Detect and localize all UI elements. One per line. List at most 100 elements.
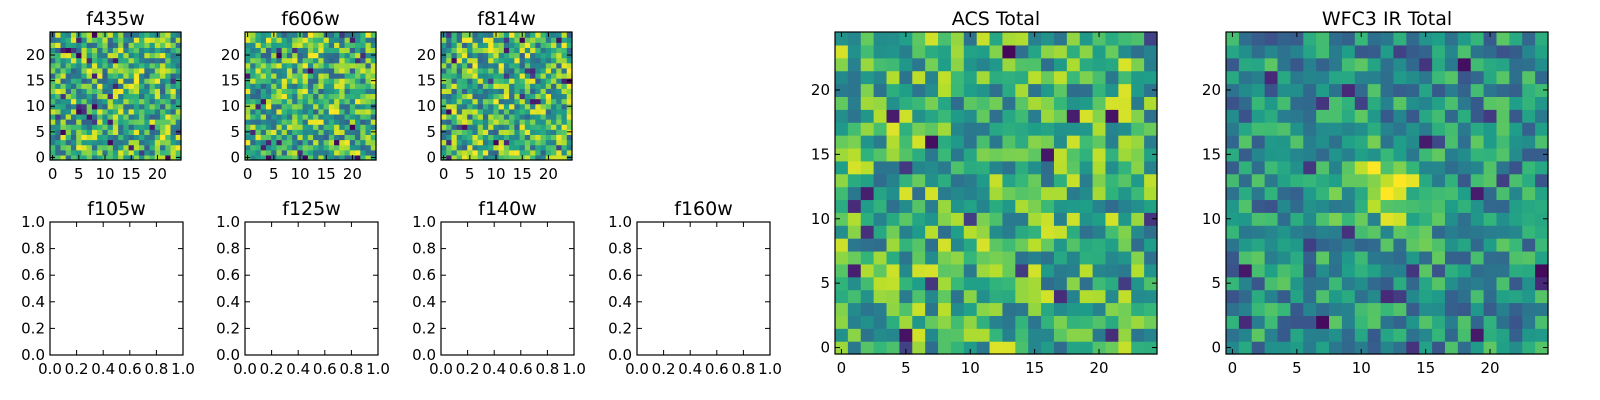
heatmap-cell	[1226, 289, 1240, 304]
heatmap-cell	[1028, 173, 1042, 188]
heatmap-cell	[355, 144, 361, 151]
heatmap-cell	[118, 124, 124, 130]
heatmap-cell	[70, 37, 77, 43]
heatmap-cell	[139, 134, 145, 141]
heatmap-cell	[860, 212, 875, 226]
heatmap-cell	[1367, 289, 1382, 304]
heatmap-cell	[503, 139, 510, 146]
heatmap-cell	[461, 88, 468, 95]
heatmap-cell	[144, 154, 151, 161]
heatmap-cell	[561, 124, 568, 130]
heatmap-cell	[1432, 96, 1446, 110]
heatmap-cell	[265, 154, 272, 161]
heatmap-cell	[292, 139, 298, 146]
heatmap-cell	[1444, 135, 1459, 149]
heatmap-cell	[1522, 147, 1536, 162]
heatmap-cell	[102, 52, 109, 59]
heatmap-cell	[313, 149, 319, 156]
heatmap-cell	[963, 32, 978, 46]
heatmap-cell	[1118, 135, 1132, 149]
heatmap-cell	[245, 119, 251, 125]
heatmap-cell	[551, 144, 557, 151]
heatmap-cell	[1226, 96, 1240, 110]
heatmap-cell	[1496, 315, 1510, 329]
heatmap-cell	[245, 93, 251, 100]
heatmap-cell	[60, 37, 67, 43]
heatmap-cell	[963, 70, 978, 85]
heatmap-cell	[370, 72, 377, 79]
heatmap-cell	[441, 62, 447, 69]
heatmap-cell	[133, 52, 140, 59]
heatmap-cell	[451, 57, 458, 64]
heatmap-cell	[323, 42, 330, 48]
heatmap-cell	[91, 42, 98, 48]
heatmap-cell	[524, 32, 531, 38]
heatmap-cell	[498, 124, 505, 130]
heatmap-cell	[1118, 250, 1132, 265]
heatmap-cell	[276, 57, 283, 64]
heatmap-cell	[1354, 315, 1369, 329]
heatmap-cell	[1406, 238, 1420, 252]
heatmap-cell	[530, 42, 536, 48]
heatmap-cell	[323, 98, 330, 105]
heatmap-cell	[1118, 225, 1132, 239]
heatmap-cell	[461, 98, 468, 105]
heatmap-cell	[328, 113, 335, 120]
heatmap-cell	[1277, 32, 1291, 46]
y-tick-label: 15	[1202, 145, 1221, 163]
heatmap-cell	[1341, 44, 1356, 59]
heatmap-cell	[1066, 212, 1081, 226]
heatmap-cell	[91, 103, 98, 110]
heatmap-cell	[1066, 302, 1081, 316]
panel-title: ACS Total	[952, 8, 1040, 30]
heatmap-cell	[1251, 328, 1266, 342]
heatmap-cell	[97, 37, 103, 43]
heatmap-cell	[566, 108, 573, 115]
heatmap-cell	[365, 52, 372, 59]
heatmap-cell	[556, 139, 563, 146]
heatmap-cell	[514, 78, 521, 84]
heatmap-cell	[556, 57, 563, 64]
heatmap-cell	[65, 57, 72, 64]
heatmap-cell	[1277, 135, 1291, 149]
heatmap-cell	[1041, 32, 1055, 46]
heatmap-cell	[1509, 44, 1523, 59]
heatmap-cell	[976, 147, 991, 162]
heatmap-cell	[472, 98, 479, 105]
heatmap-cell	[76, 72, 83, 79]
heatmap-cell	[1432, 212, 1446, 226]
heatmap-cell	[1522, 315, 1536, 329]
heatmap-cell	[1105, 238, 1119, 252]
heatmap-cell	[123, 83, 130, 89]
heatmap-cell	[535, 139, 542, 146]
heatmap-cell	[1470, 315, 1485, 329]
heatmap-cell	[1002, 96, 1016, 110]
heatmap-cell	[456, 103, 463, 110]
heatmap-cell	[886, 186, 900, 201]
heatmap-cell	[128, 42, 135, 48]
heatmap-cell	[540, 129, 547, 135]
heatmap-cell	[886, 302, 900, 316]
heatmap-cell	[1290, 173, 1304, 188]
heatmap-cell	[873, 147, 888, 162]
heatmap-cell	[976, 96, 991, 110]
heatmap-cell	[925, 238, 939, 252]
heatmap-cell	[461, 32, 468, 38]
heatmap-cell	[847, 96, 862, 110]
heatmap-cell	[70, 83, 77, 89]
heatmap-cell	[1535, 341, 1549, 355]
heatmap-cell	[91, 98, 98, 105]
heatmap-cell	[950, 276, 965, 291]
heatmap-cell	[477, 88, 484, 95]
heatmap-cell	[472, 37, 479, 43]
heatmap-cell	[70, 149, 77, 156]
heatmap-cell	[535, 37, 542, 43]
heatmap-cell	[297, 144, 304, 151]
heatmap-cell	[1264, 122, 1279, 136]
heatmap-cell	[540, 32, 547, 38]
heatmap-cell	[963, 250, 978, 265]
heatmap-cell	[1483, 96, 1498, 110]
heatmap-cell	[1329, 263, 1343, 278]
heatmap-cell	[144, 32, 151, 38]
heatmap-cell	[334, 98, 340, 105]
